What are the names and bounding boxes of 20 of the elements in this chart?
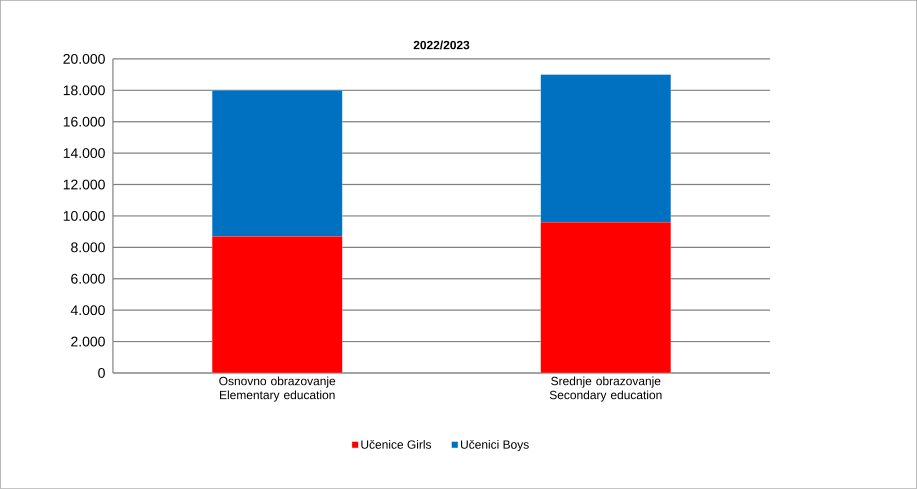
- bar: [540, 74, 672, 222]
- y-tick-label: 14.000: [64, 148, 105, 158]
- y-tick-label: 6.000: [71, 274, 105, 284]
- y-tick-label: 2.000: [71, 336, 105, 347]
- chart-title: 2022/2023: [414, 40, 470, 50]
- x-tick-label: Srednje obrazovanje Secondary education: [550, 376, 662, 402]
- bar: [540, 222, 672, 374]
- legend-label: Učenice Girls: [361, 440, 432, 449]
- y-tick-label: 20.000: [63, 54, 105, 64]
- y-tick-label: 16.000: [64, 116, 105, 127]
- y-tick-label: 0: [98, 368, 105, 378]
- y-tick-label: 8.000: [71, 242, 105, 252]
- y-tick-label: 18.000: [64, 85, 105, 96]
- bar: [212, 236, 342, 374]
- y-tick-label: 4.000: [70, 305, 105, 316]
- x-tick-label: Osnovno obrazovanje Elementary education: [219, 376, 336, 402]
- y-tick-label: 10.000: [64, 211, 105, 221]
- bar: [212, 90, 342, 237]
- legend-label: Učenici Boys: [461, 440, 529, 452]
- y-tick-label: 12.000: [64, 180, 105, 190]
